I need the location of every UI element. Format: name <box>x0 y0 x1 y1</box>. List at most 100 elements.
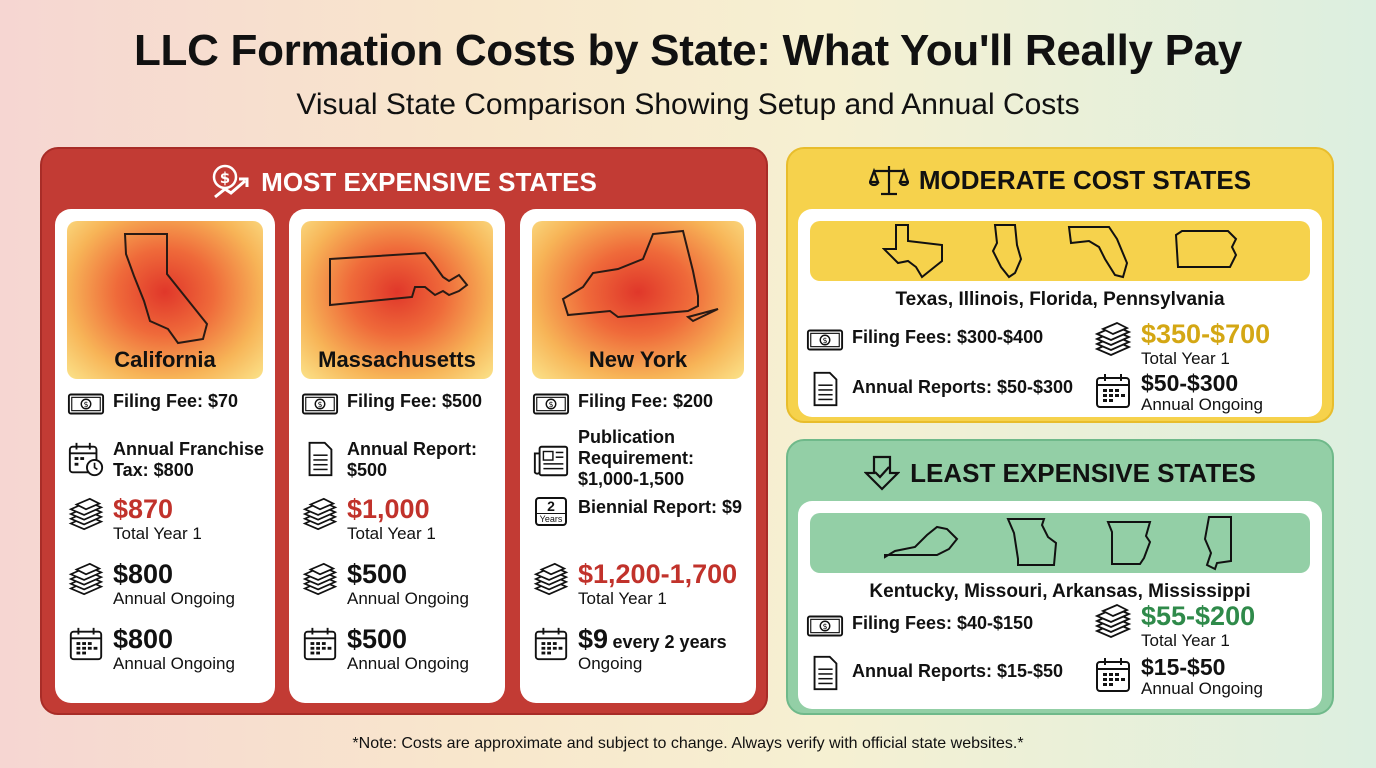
pennsylvania-outline-icon <box>1175 230 1238 268</box>
page-subtitle: Visual State Comparison Showing Setup an… <box>296 88 1080 121</box>
total-value: $1,200-1,700 <box>578 559 738 589</box>
annual-ongoing-row: $800 Annual Ongoing <box>67 559 269 608</box>
state-list: Texas, Illinois, Florida, Pennsylvania <box>895 289 1225 310</box>
ongoing-row: $9 every 2 years Ongoing <box>532 624 750 673</box>
publication-requirement: Publication Requirement: $1,000-1,500 <box>578 427 695 489</box>
annual-reports: Annual Reports: $50-$300 <box>852 377 1074 397</box>
total-caption: Total Year 1 <box>1141 349 1230 368</box>
least-heading: LEAST EXPENSIVE STATES <box>788 455 1332 491</box>
ongoing-value: $500 <box>347 624 408 654</box>
state-name: California <box>114 347 216 372</box>
total-year-1-row: $350-$700 Total Year 1 <box>1093 319 1270 368</box>
money-stack-icon <box>67 559 105 599</box>
calendar-icon <box>1093 371 1133 411</box>
total-caption: Total Year 1 <box>347 524 436 543</box>
calendar-icon <box>301 624 339 664</box>
total-year-1-row: $870 Total Year 1 <box>67 494 269 543</box>
money-stack-icon <box>301 494 339 534</box>
state-card-california: California Filing Fee: $70 Annual Franch… <box>55 209 275 703</box>
moderate-content: Texas, Illinois, Florida, Pennsylvania F… <box>798 209 1322 417</box>
annual-report-row: Annual Report: $500 <box>301 439 499 481</box>
state-card-massachusetts: Massachusetts Filing Fee: $500 Annual Re… <box>289 209 505 703</box>
annual-ongoing-row: $50-$300 Annual Ongoing <box>1093 371 1263 414</box>
scales-icon <box>868 166 909 196</box>
dollar-bill-icon <box>806 613 844 639</box>
ongoing-value: $50-$300 <box>1141 370 1239 396</box>
page-title: LLC Formation Costs by State: What You'l… <box>133 26 1243 75</box>
ongoing-value: $9 <box>578 624 609 654</box>
heading-text: LEAST EXPENSIVE STATES <box>910 457 1256 488</box>
dollar-bill-icon <box>67 391 105 417</box>
document-icon <box>806 369 844 409</box>
svg-text:$: $ <box>220 169 230 187</box>
franchise-tax: Annual Franchise Tax: $800 <box>113 439 265 480</box>
total-caption: Total Year 1 <box>578 589 667 608</box>
money-stack-icon <box>1093 319 1133 359</box>
calendar-clock-icon <box>67 439 105 479</box>
texas-outline-icon <box>881 224 943 279</box>
filing-fees: Filing Fees: $300-$400 <box>852 327 1044 347</box>
ongoing-caption: Annual Ongoing <box>347 654 469 673</box>
total-year-1-row: $1,000 Total Year 1 <box>301 494 499 543</box>
filing-fees-row: Filing Fees: $300-$400 <box>806 327 1043 353</box>
california-outline-icon <box>123 233 209 345</box>
moderate-cost-panel: MODERATE COST STATES Texas, Illinois, Fl… <box>786 147 1334 423</box>
ongoing-suffix: every 2 years <box>612 632 727 652</box>
ongoing-value: $500 <box>347 559 408 589</box>
heading-text: MOST EXPENSIVE STATES <box>261 166 597 197</box>
money-trend-up-icon: $ <box>212 164 249 199</box>
total-year-1-row: $1,200-1,700 Total Year 1 <box>532 559 750 608</box>
filing-fee-row: Filing Fee: $70 <box>67 391 269 417</box>
arkansas-outline-icon <box>1106 521 1152 565</box>
illinois-outline-icon <box>992 224 1023 279</box>
filing-fee-row: Filing Fee: $500 <box>301 391 499 417</box>
most-expensive-heading: $ MOST EXPENSIVE STATES <box>42 163 766 201</box>
least-content: Kentucky, Missouri, Arkansas, Mississipp… <box>798 501 1322 709</box>
massachusetts-outline-icon <box>329 251 469 307</box>
ongoing-value: $800 <box>113 624 174 654</box>
annual-report: Annual Report: $500 <box>347 439 477 480</box>
filing-fee: Filing Fee: $500 <box>347 391 483 411</box>
biennial-report: Biennial Report: $9 <box>578 497 743 517</box>
florida-outline-icon <box>1067 226 1128 279</box>
mississippi-outline-icon <box>1203 516 1232 571</box>
down-arrow-check-icon <box>864 455 901 491</box>
footnote: *Note: Costs are approximate and subject… <box>352 735 1024 752</box>
total-value: $350-$700 <box>1141 319 1271 349</box>
total-caption: Total Year 1 <box>113 524 202 543</box>
state-name: Massachusetts <box>318 347 476 372</box>
state-card-new-york: New York Filing Fee: $200 Publication Re… <box>520 209 756 703</box>
money-stack-icon <box>532 559 570 599</box>
total-value: $1,000 <box>347 494 430 524</box>
annual-reports-row: Annual Reports: $50-$300 <box>806 369 1073 409</box>
ongoing-caption: Annual Ongoing <box>113 654 235 673</box>
state-map: Massachusetts <box>301 221 493 379</box>
dollar-bill-icon <box>301 391 339 417</box>
document-icon <box>301 439 339 479</box>
money-stack-icon <box>301 559 339 599</box>
calendar-icon <box>67 624 105 664</box>
state-map: New York <box>532 221 744 379</box>
publication-row: Publication Requirement: $1,000-1,500 <box>532 427 750 490</box>
filing-fee: Filing Fee: $200 <box>578 391 714 411</box>
state-list: Kentucky, Missouri, Arkansas, Mississipp… <box>869 581 1251 602</box>
state-maps-strip <box>810 513 1310 573</box>
money-stack-icon <box>67 494 105 534</box>
ongoing-caption: Ongoing <box>578 654 643 673</box>
newspaper-icon <box>532 441 570 481</box>
heading-text: MODERATE COST STATES <box>918 164 1252 195</box>
total-year-1-row: $55-$200 Total Year 1 <box>1093 601 1255 650</box>
state-name: New York <box>588 347 688 372</box>
franchise-tax-row: Annual Franchise Tax: $800 <box>67 439 269 481</box>
annual-reports: Annual Reports: $15-$50 <box>852 661 1064 681</box>
calendar-icon <box>532 624 570 664</box>
annual-reports-row: Annual Reports: $15-$50 <box>806 653 1063 693</box>
annual-ongoing-row: $800 Annual Ongoing <box>67 624 269 673</box>
ongoing-caption: Annual Ongoing <box>347 589 469 608</box>
calendar-icon <box>1093 655 1133 695</box>
filing-fee: Filing Fee: $70 <box>113 391 239 411</box>
least-expensive-panel: LEAST EXPENSIVE STATES Kentucky, Missour… <box>786 439 1334 715</box>
total-caption: Total Year 1 <box>1141 631 1230 650</box>
ongoing-caption: Annual Ongoing <box>1141 679 1263 698</box>
money-stack-icon <box>1093 601 1133 641</box>
